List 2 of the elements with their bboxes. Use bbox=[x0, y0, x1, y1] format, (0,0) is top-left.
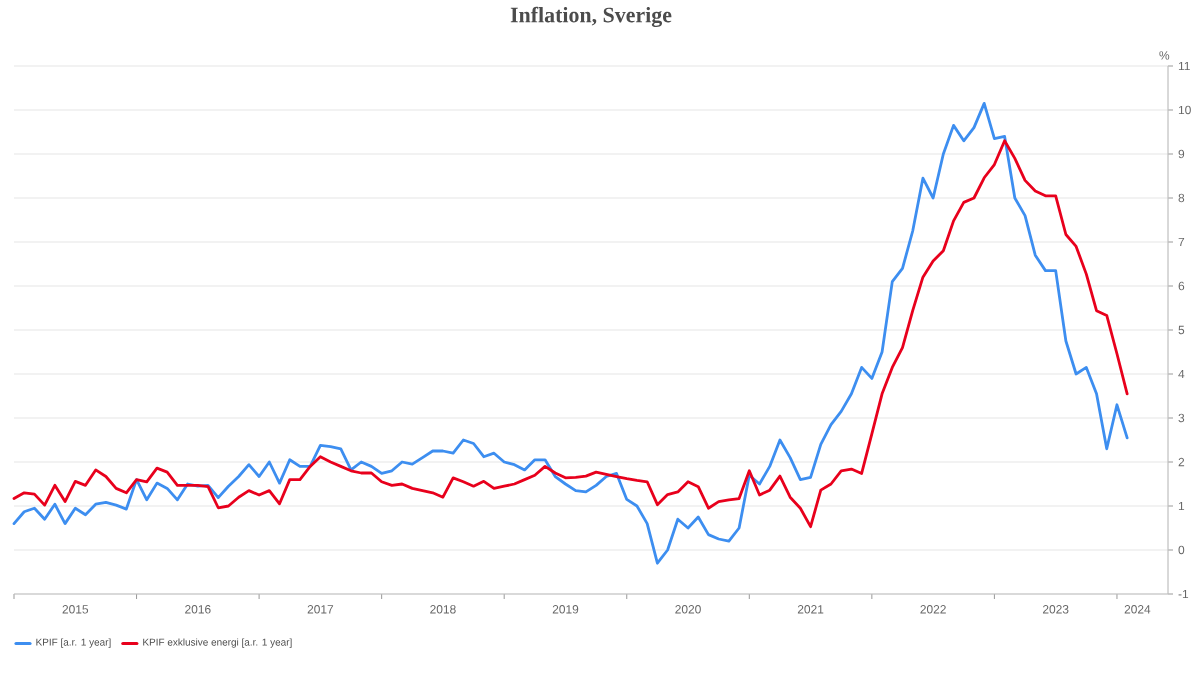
chart-title: Inflation, Sverige bbox=[510, 6, 672, 28]
line-series bbox=[12, 102, 1129, 565]
